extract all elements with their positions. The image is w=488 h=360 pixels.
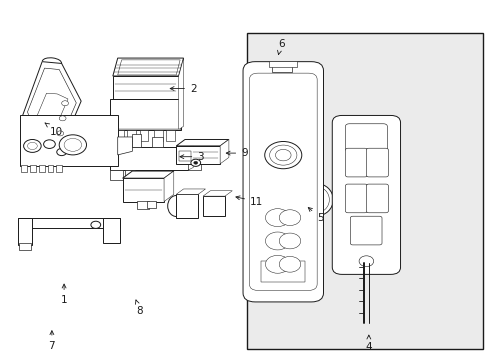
Bar [269, 60, 297, 67]
Text: 6: 6 [277, 39, 284, 55]
Text: 10: 10 [45, 123, 63, 136]
Text: 7: 7 [48, 331, 55, 351]
Bar [166, 130, 175, 140]
Circle shape [27, 142, 37, 149]
Bar [110, 129, 181, 130]
Polygon shape [163, 171, 173, 202]
FancyBboxPatch shape [243, 62, 323, 302]
Polygon shape [32, 93, 68, 133]
Bar [30, 165, 36, 172]
Bar [154, 130, 163, 140]
Bar [178, 151, 190, 161]
Polygon shape [27, 68, 76, 151]
Bar [56, 165, 62, 172]
Circle shape [265, 232, 289, 250]
Text: 2: 2 [170, 84, 196, 94]
Circle shape [59, 116, 66, 121]
Circle shape [358, 256, 373, 266]
Polygon shape [113, 58, 183, 76]
Text: 4: 4 [365, 335, 371, 352]
Polygon shape [203, 196, 224, 216]
Bar [20, 116, 118, 166]
Polygon shape [113, 76, 178, 99]
Polygon shape [203, 191, 232, 196]
Circle shape [57, 148, 66, 156]
Polygon shape [176, 146, 220, 164]
FancyBboxPatch shape [345, 184, 366, 213]
Circle shape [279, 256, 300, 272]
Bar [132, 134, 141, 147]
Polygon shape [220, 139, 228, 164]
FancyBboxPatch shape [366, 148, 387, 177]
Bar [47, 165, 53, 172]
Text: 5: 5 [307, 207, 323, 222]
Circle shape [193, 161, 197, 164]
Polygon shape [176, 139, 228, 146]
Circle shape [279, 210, 300, 226]
Circle shape [57, 131, 63, 136]
Polygon shape [122, 178, 163, 202]
Polygon shape [122, 171, 173, 178]
Bar [152, 137, 162, 147]
Polygon shape [110, 147, 188, 170]
Bar [110, 170, 122, 180]
Text: 1: 1 [61, 284, 67, 305]
Bar [246, 33, 483, 348]
Circle shape [64, 138, 81, 151]
Bar [39, 165, 44, 172]
Circle shape [264, 141, 301, 169]
Polygon shape [22, 62, 81, 158]
Bar [115, 130, 124, 140]
Bar [271, 63, 291, 72]
Polygon shape [176, 189, 205, 194]
Bar [127, 130, 136, 140]
Polygon shape [110, 99, 181, 130]
Bar [19, 243, 31, 250]
Circle shape [265, 209, 289, 226]
Polygon shape [176, 194, 198, 218]
Circle shape [91, 221, 101, 228]
Bar [140, 130, 148, 140]
Bar [21, 165, 27, 172]
Circle shape [275, 149, 290, 161]
Text: 8: 8 [135, 300, 142, 316]
Circle shape [279, 233, 300, 249]
Bar [125, 170, 135, 178]
Bar [115, 138, 130, 147]
Circle shape [59, 135, 86, 155]
FancyBboxPatch shape [249, 73, 317, 291]
FancyBboxPatch shape [349, 216, 381, 245]
Circle shape [43, 140, 55, 148]
Polygon shape [103, 218, 120, 243]
Polygon shape [118, 60, 180, 75]
Text: 9: 9 [226, 148, 247, 158]
Polygon shape [118, 137, 132, 155]
Ellipse shape [300, 184, 332, 216]
Bar [147, 201, 156, 208]
Polygon shape [18, 218, 32, 244]
Circle shape [23, 139, 41, 152]
Circle shape [269, 145, 296, 165]
Bar [137, 201, 149, 210]
Polygon shape [178, 58, 183, 130]
Text: 11: 11 [235, 196, 263, 207]
Circle shape [265, 255, 289, 273]
Bar [261, 261, 305, 282]
FancyBboxPatch shape [345, 148, 366, 177]
Circle shape [190, 159, 200, 166]
FancyBboxPatch shape [366, 184, 387, 213]
FancyBboxPatch shape [331, 116, 400, 274]
FancyBboxPatch shape [345, 124, 386, 152]
Polygon shape [188, 145, 193, 170]
Circle shape [61, 101, 68, 106]
Ellipse shape [304, 187, 329, 213]
Polygon shape [18, 218, 120, 228]
Bar [188, 156, 200, 170]
Text: 3: 3 [180, 152, 203, 162]
